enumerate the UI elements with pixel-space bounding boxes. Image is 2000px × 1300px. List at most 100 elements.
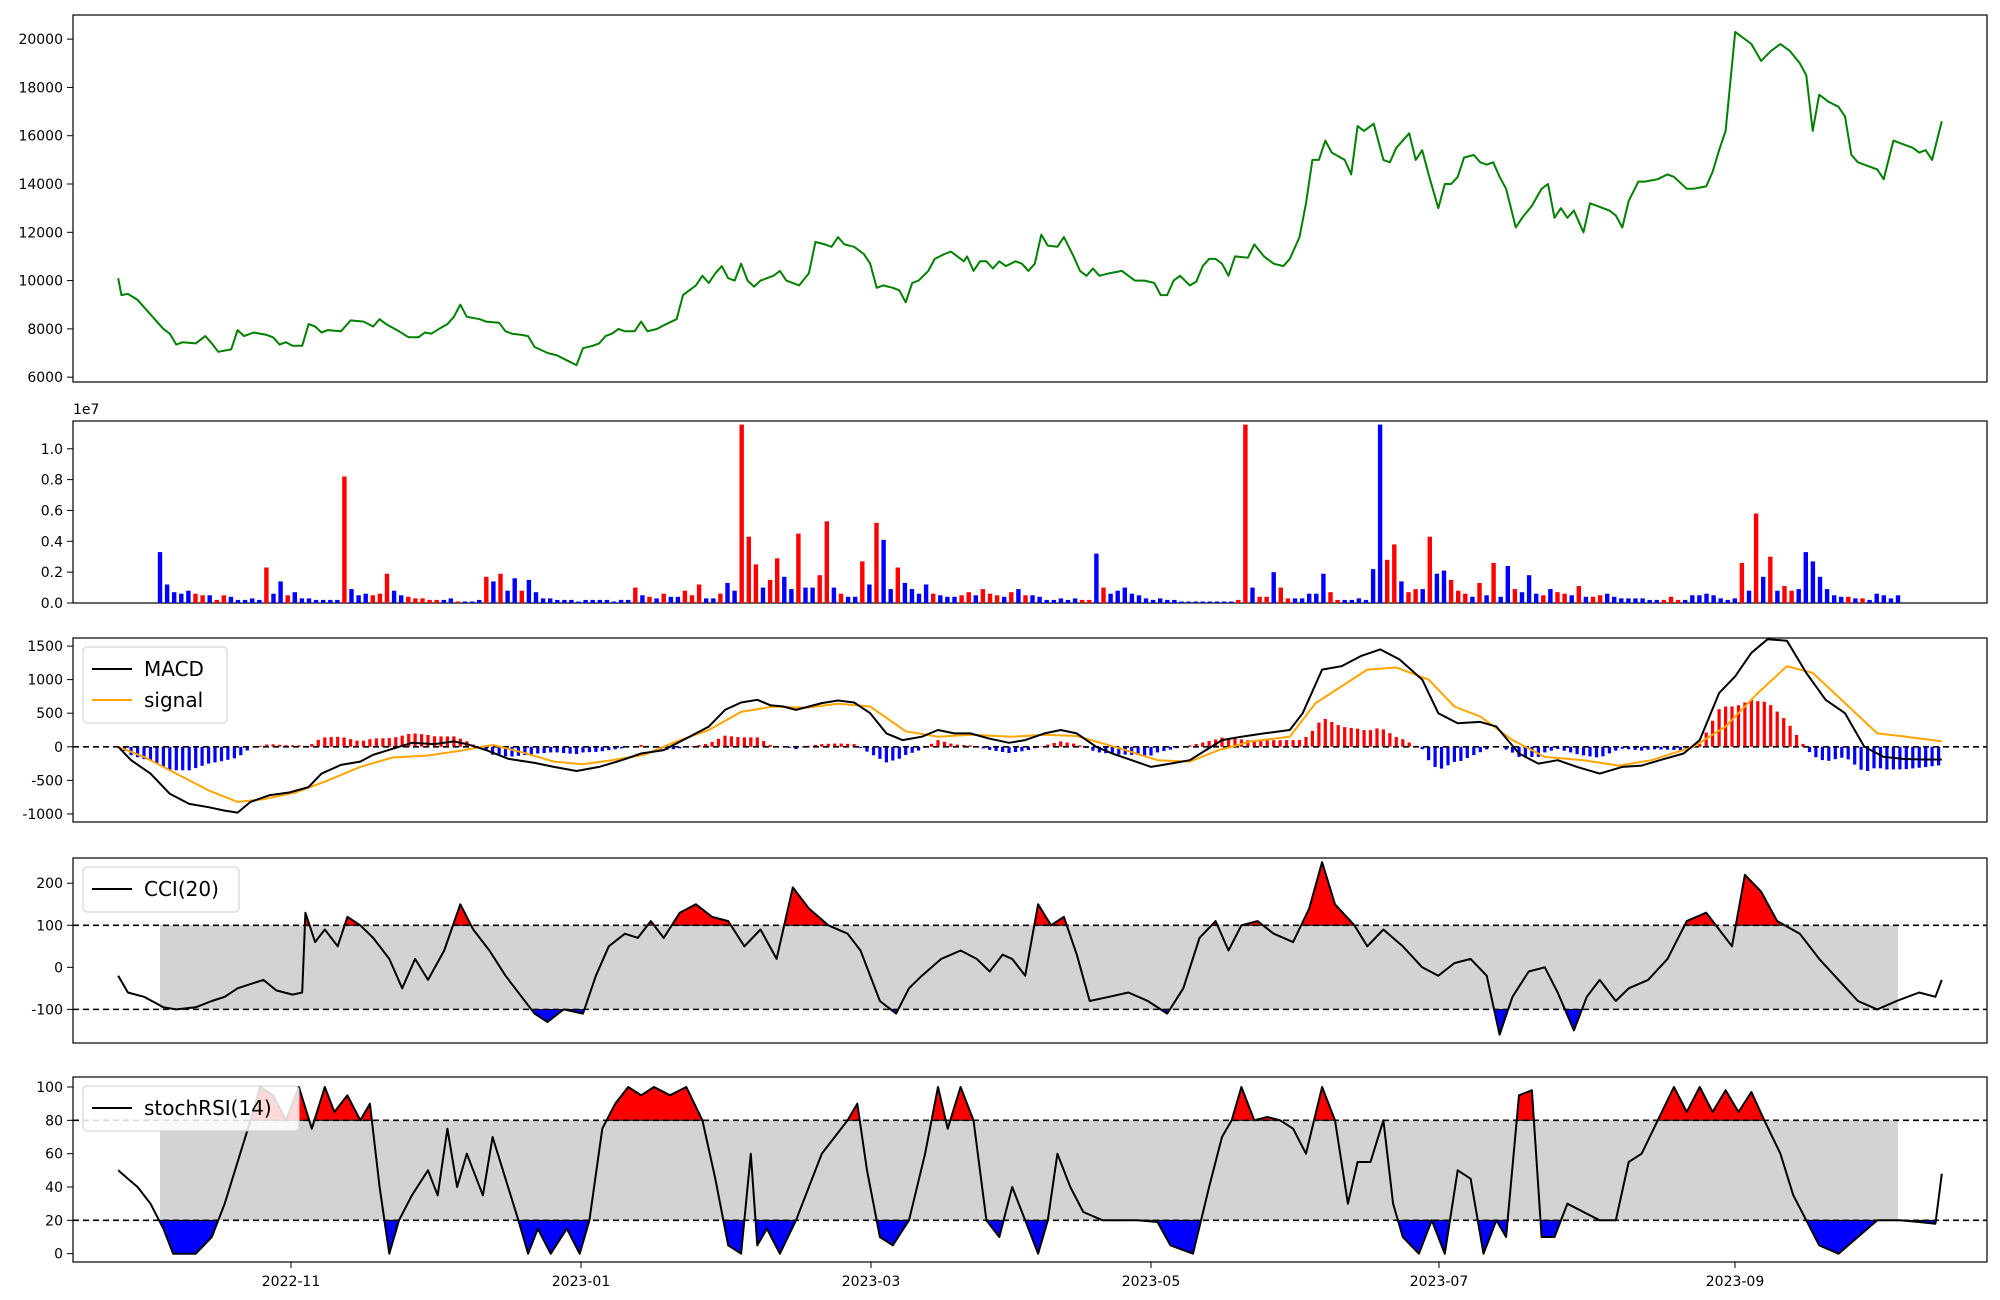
volume-bar bbox=[1427, 536, 1432, 603]
volume-bar bbox=[179, 593, 184, 603]
volume-bar bbox=[1746, 590, 1752, 603]
macd-histogram-bar bbox=[349, 739, 353, 747]
volume-bar bbox=[1803, 552, 1808, 603]
macd-histogram-bar bbox=[1059, 741, 1063, 747]
macd-histogram-bar bbox=[432, 736, 437, 747]
volume-bar bbox=[1605, 593, 1610, 603]
volume-bar bbox=[867, 584, 872, 603]
macd-y-tick-label: 0 bbox=[54, 740, 63, 756]
volume-bar bbox=[1377, 424, 1383, 603]
volume-bar bbox=[1094, 553, 1099, 603]
volume-bar bbox=[1456, 590, 1461, 603]
stochrsi-overbought-fill bbox=[313, 1085, 361, 1121]
macd-histogram-bar bbox=[1310, 730, 1314, 747]
macd-histogram-bar bbox=[310, 744, 314, 747]
volume-bar bbox=[1824, 589, 1830, 603]
macd-histogram-bar bbox=[800, 746, 805, 748]
macd-histogram-bar bbox=[600, 746, 604, 752]
macd-histogram-bar bbox=[607, 746, 611, 751]
volume-bar bbox=[1179, 601, 1184, 603]
volume-bar bbox=[1782, 586, 1787, 603]
macd-histogram-bar bbox=[1265, 740, 1269, 747]
macd-legend-label-signal: signal bbox=[144, 688, 203, 712]
volume-bar bbox=[1271, 572, 1276, 603]
volume-bar bbox=[888, 589, 893, 603]
macd-histogram-bar bbox=[1297, 740, 1302, 747]
stochrsi-panel-frame bbox=[72, 1076, 1988, 1263]
volume-bar bbox=[1661, 599, 1667, 603]
volume-bar bbox=[1569, 595, 1574, 603]
stochrsi-y-tick-label: 100 bbox=[36, 1080, 63, 1096]
volume-bar bbox=[1491, 562, 1496, 603]
price-panel-frame bbox=[72, 14, 1988, 383]
macd-histogram-bar bbox=[942, 741, 947, 747]
volume-bar bbox=[292, 592, 297, 603]
volume-bar bbox=[817, 575, 822, 603]
volume-bar bbox=[1321, 573, 1326, 603]
price-y-tick-label: 20000 bbox=[18, 32, 63, 48]
macd-histogram-bar bbox=[1349, 727, 1353, 747]
macd-histogram-bar bbox=[1556, 746, 1560, 749]
macd-histogram-bar bbox=[562, 746, 566, 753]
volume-bar bbox=[959, 595, 964, 603]
macd-histogram-bar bbox=[1549, 746, 1553, 751]
macd-histogram-bar bbox=[1607, 746, 1611, 754]
macd-histogram-bar bbox=[1730, 706, 1734, 747]
macd-histogram-bar bbox=[555, 746, 559, 753]
volume-bar bbox=[250, 598, 255, 603]
macd-histogram-bar bbox=[1420, 746, 1424, 750]
volume-bar bbox=[1505, 566, 1510, 603]
cci-y-tick-label: 200 bbox=[36, 876, 63, 892]
x-tick-label-2023-09: 2023-09 bbox=[1706, 1274, 1765, 1290]
volume-y-tick-label: 0.8 bbox=[41, 473, 63, 489]
macd-histogram-bar bbox=[271, 744, 275, 747]
volume-bar bbox=[391, 590, 397, 603]
macd-histogram-bar bbox=[1110, 746, 1114, 754]
volume-panel-frame bbox=[72, 420, 1988, 604]
volume-bar bbox=[193, 593, 198, 603]
macd-histogram-bar bbox=[1304, 737, 1308, 747]
volume-bar bbox=[1590, 596, 1596, 603]
volume-bar bbox=[1044, 599, 1049, 603]
volume-bar bbox=[1278, 587, 1283, 603]
volume-bar bbox=[242, 599, 248, 603]
stochrsi-oversold-fill bbox=[1138, 1219, 1202, 1255]
macd-histogram-bar bbox=[136, 746, 140, 758]
volume-bar bbox=[1030, 595, 1035, 603]
volume-bar bbox=[1221, 601, 1227, 603]
volume-bar bbox=[604, 599, 610, 603]
macd-histogram-bar bbox=[988, 746, 992, 750]
macd-histogram-bar bbox=[1614, 746, 1618, 751]
macd-histogram-bar bbox=[1807, 746, 1812, 753]
macd-histogram-bar bbox=[1678, 746, 1682, 751]
volume-bar bbox=[923, 584, 929, 603]
macd-histogram-bar bbox=[1749, 699, 1753, 747]
macd-histogram-bar bbox=[1633, 746, 1637, 750]
macd-histogram-bar bbox=[1478, 746, 1482, 753]
volume-bar bbox=[682, 590, 688, 603]
macd-histogram-bar bbox=[1356, 728, 1360, 747]
volume-bar bbox=[172, 592, 177, 603]
macd-histogram-bar bbox=[794, 746, 798, 750]
macd-histogram-bar bbox=[1336, 725, 1340, 747]
volume-bar bbox=[767, 579, 773, 603]
volume-bar bbox=[1236, 599, 1241, 603]
macd-histogram-bar bbox=[142, 746, 146, 760]
cci-y-tick-label: 100 bbox=[36, 918, 63, 934]
macd-histogram-bar bbox=[400, 735, 404, 747]
volume-bar bbox=[1392, 544, 1397, 603]
volume-bar bbox=[1718, 598, 1723, 603]
volume-bar bbox=[533, 592, 539, 603]
volume-bar bbox=[760, 587, 766, 603]
volume-bar bbox=[1470, 596, 1475, 603]
macd-histogram-bar bbox=[1717, 709, 1721, 747]
volume-bar bbox=[874, 522, 879, 603]
macd-histogram-bar bbox=[1924, 746, 1928, 768]
macd-histogram-bar bbox=[697, 745, 701, 747]
macd-histogram-bar bbox=[1226, 738, 1231, 747]
stochrsi-line bbox=[117, 1086, 1943, 1255]
macd-histogram-bar bbox=[1569, 746, 1573, 753]
volume-bar bbox=[306, 598, 312, 603]
volume-bar bbox=[399, 595, 404, 603]
